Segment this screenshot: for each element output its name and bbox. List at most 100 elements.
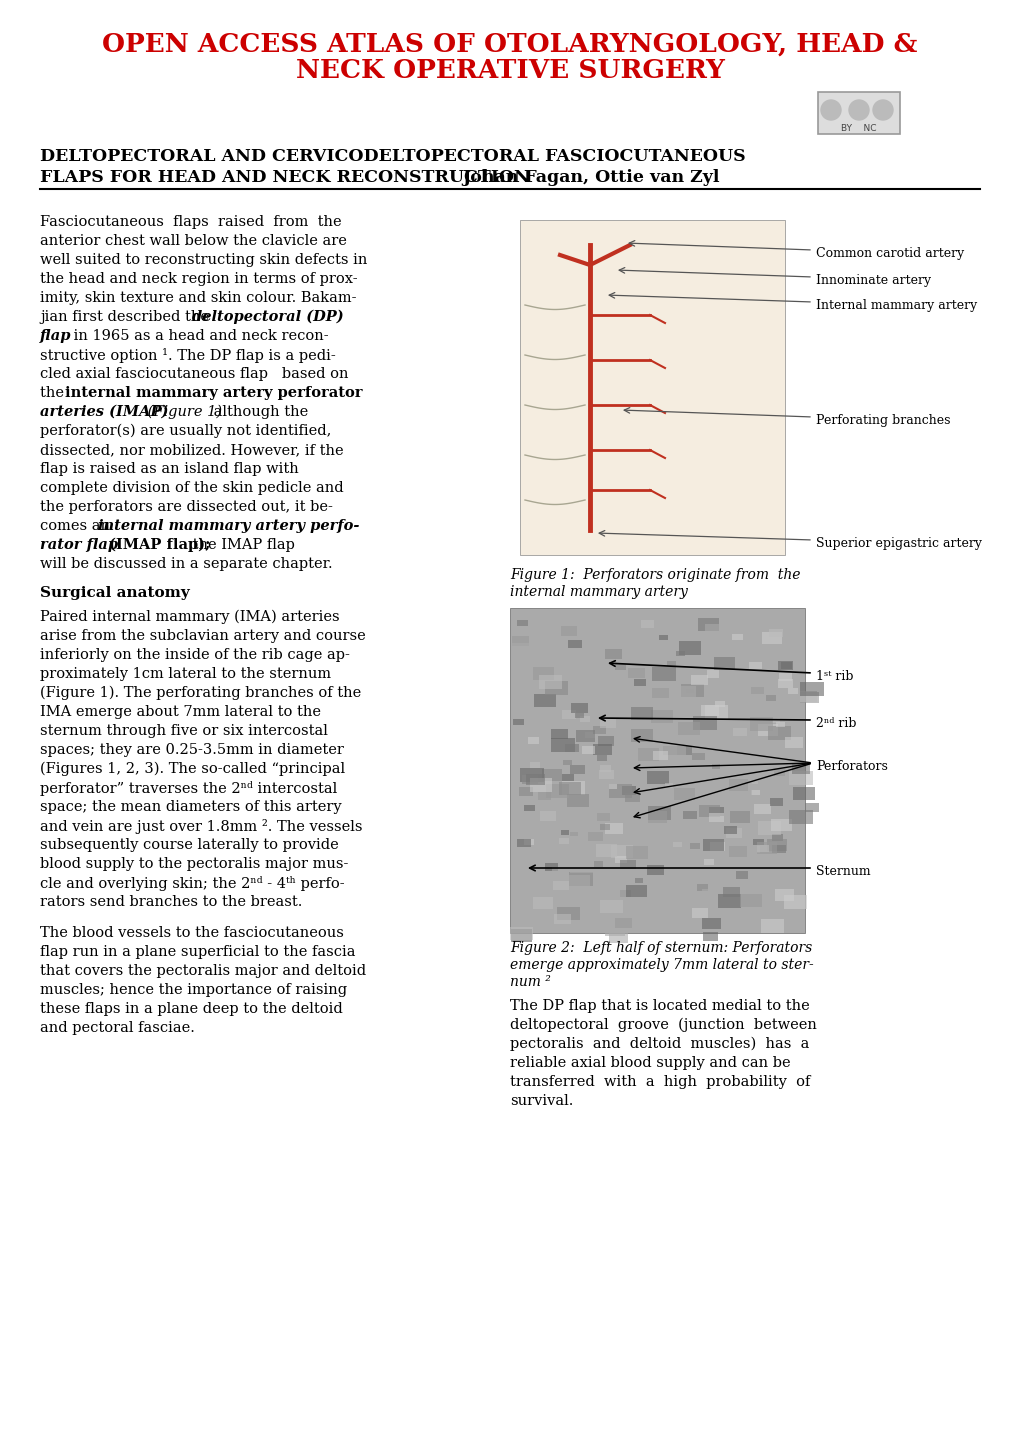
Text: Johan Fagan, Ottie van Zyl: Johan Fagan, Ottie van Zyl	[462, 169, 718, 186]
Bar	[799, 692, 818, 704]
Bar	[690, 842, 700, 849]
Bar	[704, 624, 721, 634]
Bar	[592, 725, 605, 734]
Text: in 1965 as a head and neck recon-: in 1965 as a head and neck recon-	[69, 329, 328, 343]
Text: reliable axial blood supply and can be: reliable axial blood supply and can be	[510, 1056, 790, 1070]
Bar	[701, 890, 715, 898]
Bar	[713, 658, 735, 669]
Bar	[560, 831, 569, 835]
Bar	[666, 660, 676, 666]
Text: subsequently course laterally to provide: subsequently course laterally to provide	[40, 838, 338, 852]
Bar	[553, 914, 571, 924]
Text: well suited to reconstructing skin defects in: well suited to reconstructing skin defec…	[40, 252, 367, 267]
Bar	[691, 908, 707, 919]
Bar	[792, 763, 809, 774]
Bar	[568, 640, 581, 649]
Text: 2ⁿᵈ rib: 2ⁿᵈ rib	[815, 717, 856, 730]
Text: cle and overlying skin; the 2ⁿᵈ - 4ᵗʰ perfo-: cle and overlying skin; the 2ⁿᵈ - 4ᵗʰ pe…	[40, 875, 344, 891]
Text: comes an: comes an	[40, 519, 114, 534]
Bar	[729, 810, 749, 823]
Bar	[676, 652, 685, 656]
Bar	[636, 891, 646, 898]
Bar	[554, 833, 562, 839]
Text: internal mammary artery perfo-: internal mammary artery perfo-	[98, 519, 359, 534]
Circle shape	[848, 99, 868, 120]
Text: num ²: num ²	[510, 975, 550, 989]
Bar	[749, 717, 771, 731]
Bar	[647, 865, 663, 875]
Bar	[550, 730, 568, 740]
Text: complete division of the skin pedicle and: complete division of the skin pedicle an…	[40, 482, 343, 495]
Text: arise from the subclavian artery and course: arise from the subclavian artery and cou…	[40, 629, 366, 643]
Bar	[769, 797, 783, 806]
Bar	[545, 784, 569, 799]
Text: perforator(s) are usually not identified,: perforator(s) are usually not identified…	[40, 424, 331, 438]
Bar	[510, 927, 533, 940]
Text: Fasciocutaneous  flaps  raised  from  the: Fasciocutaneous flaps raised from the	[40, 215, 341, 229]
Bar	[651, 668, 676, 682]
Bar	[550, 738, 575, 753]
Bar	[704, 705, 728, 718]
Bar	[614, 857, 627, 862]
Bar	[766, 839, 787, 851]
Bar	[651, 709, 673, 722]
Text: muscles; hence the importance of raising: muscles; hence the importance of raising	[40, 983, 346, 996]
Bar	[804, 803, 818, 812]
Bar	[532, 668, 553, 679]
Bar	[775, 722, 785, 727]
Bar	[673, 796, 682, 802]
Bar	[538, 675, 561, 689]
Bar	[723, 826, 737, 833]
Text: internal mammary artery: internal mammary artery	[510, 585, 687, 598]
Text: Sternum: Sternum	[815, 865, 870, 878]
Bar	[631, 707, 652, 720]
Bar	[637, 748, 658, 760]
Text: deltopectoral  groove  (junction  between: deltopectoral groove (junction between	[510, 1018, 816, 1032]
Bar	[534, 694, 555, 707]
Bar	[753, 629, 776, 643]
Bar	[567, 795, 589, 808]
Bar	[740, 894, 762, 907]
Bar	[597, 735, 613, 746]
Bar	[511, 929, 531, 942]
Bar	[771, 845, 786, 854]
Bar	[558, 782, 581, 795]
Bar	[651, 688, 668, 698]
Bar	[625, 793, 639, 802]
Bar	[608, 932, 628, 943]
Bar	[614, 919, 631, 929]
Bar	[708, 812, 723, 822]
Bar	[526, 773, 544, 784]
Bar	[512, 636, 529, 646]
Bar	[608, 784, 616, 789]
Bar	[517, 839, 531, 846]
Bar	[728, 846, 746, 857]
Bar	[595, 844, 615, 857]
Bar	[706, 671, 718, 678]
Bar	[561, 780, 584, 795]
Bar	[596, 813, 609, 820]
Text: transferred  with  a  high  probability  of: transferred with a high probability of	[510, 1074, 809, 1089]
Text: the: the	[40, 386, 68, 399]
Bar	[520, 221, 785, 555]
Bar	[714, 701, 725, 707]
Bar	[681, 684, 704, 698]
Bar	[569, 875, 590, 887]
Bar	[622, 786, 636, 795]
Bar	[774, 890, 793, 901]
Bar	[570, 766, 585, 774]
Text: internal mammary artery perforator: internal mammary artery perforator	[65, 386, 362, 399]
Bar	[781, 662, 792, 669]
Text: sternum through five or six intercostal: sternum through five or six intercostal	[40, 724, 327, 738]
Text: IMA emerge about 7mm lateral to the: IMA emerge about 7mm lateral to the	[40, 705, 321, 720]
Bar	[604, 649, 622, 659]
Text: DELTOPECTORAL AND CERVICODELTOPECTORAL FASCIOCUTANEOUS: DELTOPECTORAL AND CERVICODELTOPECTORAL F…	[40, 149, 745, 164]
Bar	[792, 787, 814, 800]
Bar	[523, 839, 533, 845]
Bar	[527, 737, 538, 744]
Bar	[750, 686, 763, 695]
Bar	[777, 660, 793, 669]
Bar	[757, 861, 781, 875]
Text: The DP flap that is located medial to the: The DP flap that is located medial to th…	[510, 999, 809, 1012]
Text: pectoralis  and  deltoid  muscles)  has  a: pectoralis and deltoid muscles) has a	[510, 1037, 809, 1051]
